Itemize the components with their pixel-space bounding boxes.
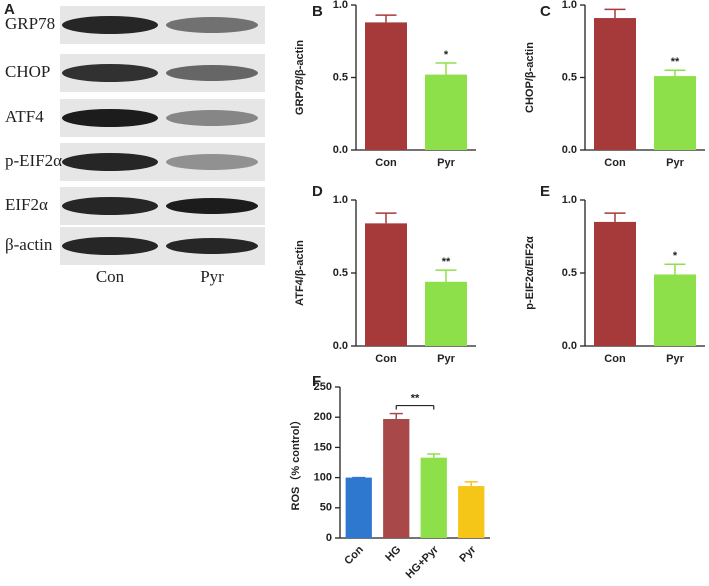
x-tick-label: Con bbox=[342, 543, 366, 567]
bar bbox=[425, 74, 467, 150]
significance: * bbox=[444, 49, 449, 61]
blot-row-label: β-actin bbox=[5, 235, 53, 254]
y-tick-label: 200 bbox=[314, 411, 332, 423]
y-tick-label: 100 bbox=[314, 472, 332, 484]
bar bbox=[365, 22, 407, 150]
blot-band bbox=[166, 110, 258, 126]
blot-band bbox=[166, 238, 258, 254]
bracket-label: ** bbox=[411, 392, 420, 404]
blot-row-label: EIF2α bbox=[5, 195, 48, 214]
x-tick-label: HG+Pyr bbox=[404, 543, 442, 581]
x-tick-label: Con bbox=[375, 157, 397, 169]
y-tick-label: 1.0 bbox=[562, 194, 577, 206]
x-tick-label: HG bbox=[383, 544, 403, 564]
y-axis-label: p-EIF2α/EIF2α bbox=[524, 236, 536, 310]
blot-band bbox=[166, 154, 258, 170]
x-tick-label: Con bbox=[604, 157, 626, 169]
y-tick-label: 0 bbox=[326, 532, 332, 544]
blot-row-label: GRP78 bbox=[5, 14, 55, 33]
y-axis-label: ROS（% control） bbox=[289, 415, 302, 511]
y-tick-label: 1.0 bbox=[333, 0, 348, 11]
y-tick-label: 250 bbox=[314, 381, 332, 393]
x-tick-label: Pyr bbox=[666, 353, 684, 365]
y-tick-label: 1.0 bbox=[333, 194, 348, 206]
y-tick-label: 150 bbox=[314, 441, 332, 453]
panel-label: D bbox=[312, 183, 323, 200]
blot-row-label: p-EIF2α bbox=[5, 151, 62, 170]
blot-row-label: CHOP bbox=[5, 62, 50, 81]
bar bbox=[458, 486, 485, 538]
blot-band bbox=[62, 153, 158, 171]
blot-band bbox=[62, 16, 158, 34]
bar bbox=[654, 274, 696, 346]
blot-band bbox=[166, 65, 258, 81]
y-tick-label: 0.5 bbox=[333, 71, 348, 83]
y-tick-label: 0.0 bbox=[333, 144, 348, 156]
panel-label: C bbox=[540, 3, 551, 20]
panel-label: A bbox=[4, 1, 15, 18]
bar bbox=[425, 281, 467, 346]
significance: ** bbox=[671, 56, 680, 68]
y-tick-label: 0.5 bbox=[562, 267, 577, 279]
bar bbox=[594, 221, 636, 346]
significance: ** bbox=[442, 256, 451, 268]
bar bbox=[383, 419, 410, 538]
blot-band bbox=[62, 197, 158, 215]
y-tick-label: 0.5 bbox=[562, 71, 577, 83]
panel-label: E bbox=[540, 183, 550, 200]
y-axis-label: GRP78/β-actin bbox=[294, 40, 306, 115]
x-tick-label: Pyr bbox=[666, 157, 684, 169]
bar bbox=[594, 18, 636, 150]
y-axis-label: ATF4/β-actin bbox=[294, 240, 306, 306]
blot-band bbox=[62, 109, 158, 127]
bar bbox=[654, 76, 696, 150]
y-tick-label: 0.0 bbox=[333, 340, 348, 352]
x-tick-label: Pyr bbox=[457, 543, 479, 565]
significance: * bbox=[673, 250, 678, 262]
y-tick-label: 1.0 bbox=[562, 0, 577, 11]
blot-row-label: ATF4 bbox=[5, 107, 44, 126]
y-tick-label: 0.0 bbox=[562, 340, 577, 352]
x-tick-label: Con bbox=[375, 353, 397, 365]
x-tick-label: Pyr bbox=[437, 353, 455, 365]
bar bbox=[365, 223, 407, 346]
x-tick-label: Con bbox=[604, 353, 626, 365]
blot-lane-label: Con bbox=[96, 267, 125, 286]
bar bbox=[345, 477, 372, 538]
bar bbox=[420, 457, 447, 538]
panel-label: F bbox=[312, 373, 321, 390]
blot-band bbox=[62, 64, 158, 82]
blot-band bbox=[166, 198, 258, 214]
y-tick-label: 0.0 bbox=[562, 144, 577, 156]
y-axis-label: CHOP/β-actin bbox=[524, 42, 536, 113]
blot-lane-label: Pyr bbox=[200, 267, 224, 286]
y-tick-label: 50 bbox=[320, 502, 332, 514]
y-tick-label: 0.5 bbox=[333, 267, 348, 279]
blot-band bbox=[62, 237, 158, 255]
panel-label: B bbox=[312, 3, 323, 20]
x-tick-label: Pyr bbox=[437, 157, 455, 169]
blot-band bbox=[166, 17, 258, 33]
